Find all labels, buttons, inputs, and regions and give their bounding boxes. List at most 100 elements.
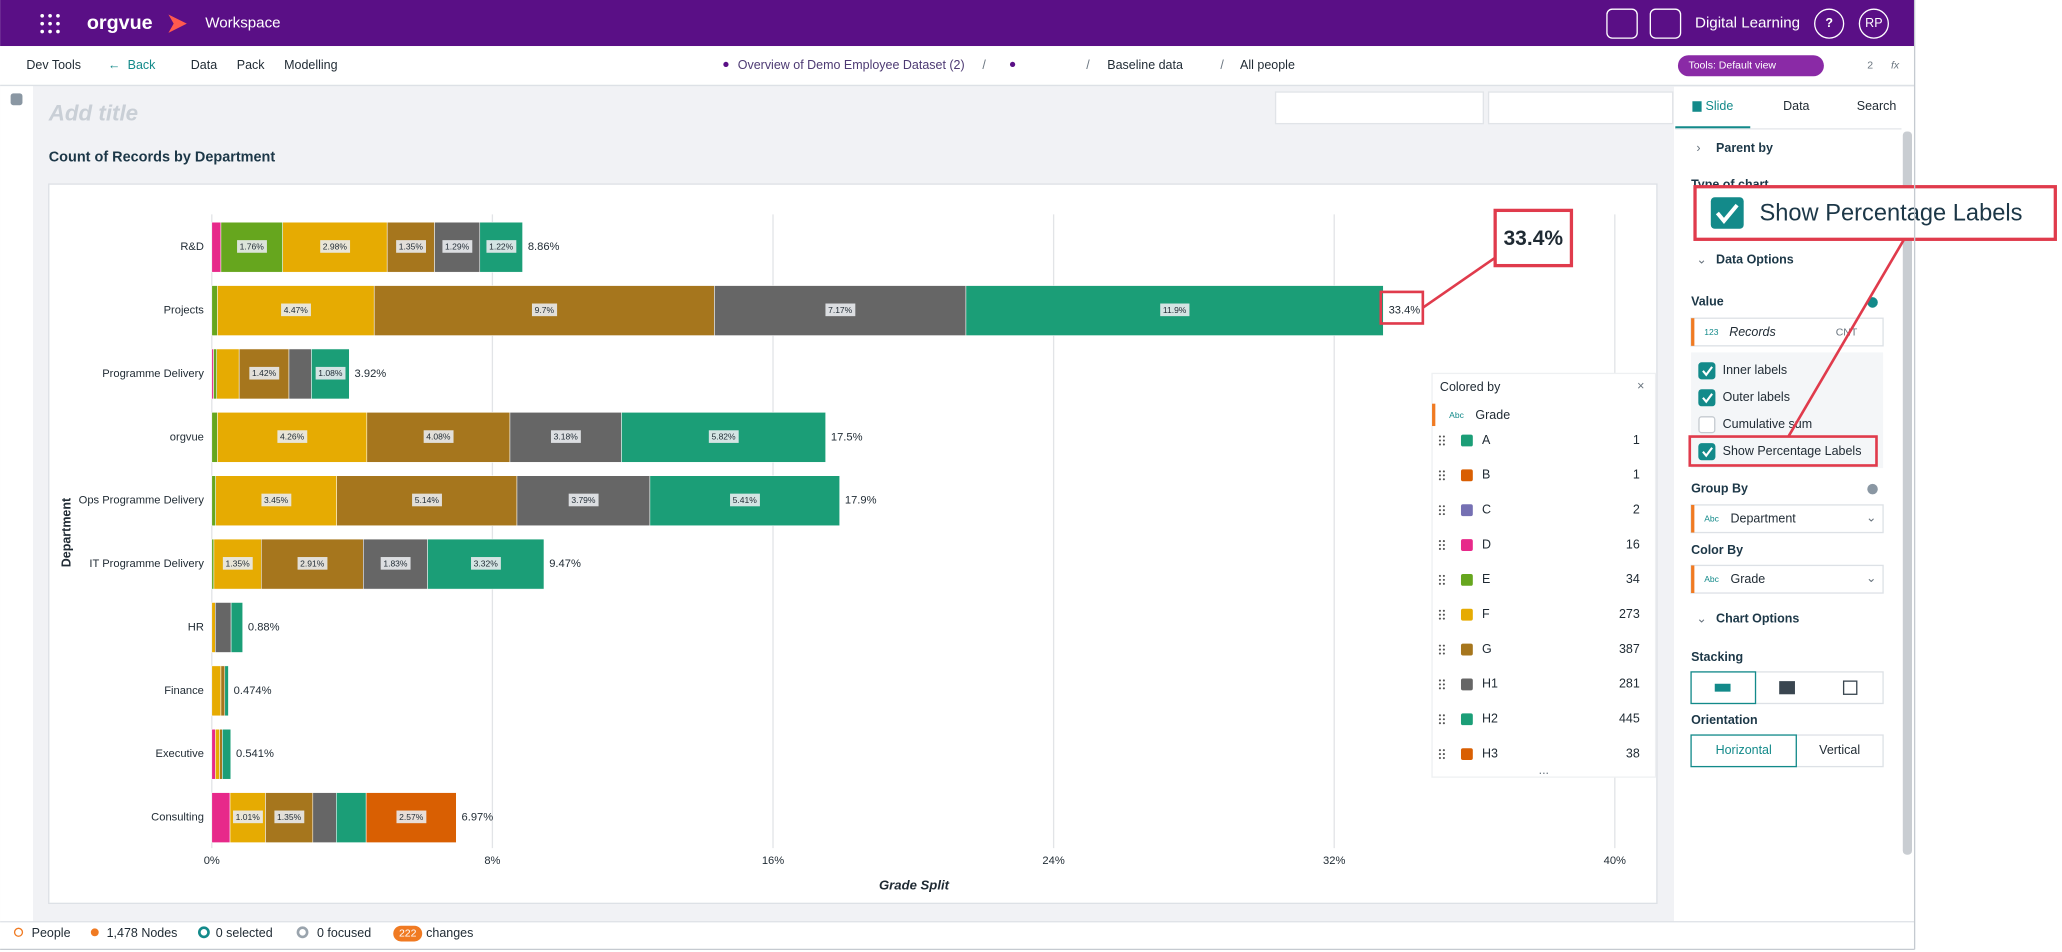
settings[interactable] <box>1867 483 1878 495</box>
add-icon[interactable] <box>10 93 23 106</box>
label-bg <box>249 366 280 380</box>
label-bg <box>568 493 599 507</box>
legend-count: 1 <box>1633 433 1640 447</box>
tab[interactable]: Search <box>1857 99 1897 113</box>
bar-segment <box>211 412 218 463</box>
inner-label: 1.42% <box>252 368 277 378</box>
drag-handle <box>1438 505 1441 508</box>
color-field[interactable] <box>1690 564 1884 594</box>
status-item[interactable]: People <box>32 926 71 940</box>
drag-handle <box>1438 439 1441 442</box>
label-bg <box>281 303 311 317</box>
label-bg <box>315 366 346 380</box>
title-placeholder[interactable]: Add title <box>48 100 138 125</box>
drag-handle <box>1438 749 1441 752</box>
inner-label: 1.08% <box>318 368 343 378</box>
orientation-button[interactable] <box>1795 734 1884 768</box>
checkbox-label: Show Percentage Labels <box>1723 444 1862 458</box>
nav-item[interactable]: Pack <box>237 58 266 72</box>
checkbox-label: Cumulative sum <box>1723 417 1813 431</box>
sync-button[interactable] <box>1649 8 1682 39</box>
apps-icon[interactable] <box>40 13 60 34</box>
bar-segment <box>211 221 222 273</box>
group-field[interactable] <box>1690 504 1884 534</box>
parent-by[interactable]: Parent by <box>1716 141 1773 155</box>
chart: 0% 8% 16% 24% 32% 40% R&D 1.76% 2.98% 1.35% 1.29% 1… <box>79 214 1626 867</box>
legend-field: Grade <box>1475 408 1510 422</box>
label-bg <box>297 557 328 570</box>
inner-label: 7.17% <box>828 305 853 315</box>
drag-handle <box>1438 613 1441 616</box>
chevron[interactable]: › <box>1696 141 1700 155</box>
tab[interactable]: Slide <box>1706 99 1734 113</box>
separator: / <box>1086 58 1090 72</box>
drag-handle <box>1438 679 1441 682</box>
callout-box <box>1493 208 1574 268</box>
help-button[interactable] <box>1814 8 1845 39</box>
drag-handle <box>1442 753 1445 756</box>
nav-item[interactable]: Data <box>191 58 217 72</box>
ai-button[interactable] <box>1606 8 1638 39</box>
chart-options[interactable]: Chart Options <box>1716 612 1799 626</box>
bar-segment <box>215 602 232 653</box>
inner-label: 2.57% <box>399 812 424 822</box>
dot <box>48 29 52 34</box>
status-item[interactable]: 0 focused <box>317 926 371 940</box>
data-options[interactable]: Data Options <box>1716 253 1794 267</box>
tab-icon <box>1692 101 1702 112</box>
label-bg <box>396 240 426 253</box>
bar-segment <box>211 665 222 717</box>
chevron[interactable]: ⌄ <box>1696 253 1706 267</box>
dataset[interactable]: Overview of Demo Employee Dataset (2) <box>738 58 965 72</box>
outer-label: 17.9% <box>845 495 877 507</box>
checkbox[interactable] <box>1698 443 1716 461</box>
bar-segment <box>336 792 367 843</box>
status-item[interactable]: 0 selected <box>216 926 273 940</box>
checkboxes: Inner labels Outer labels Cumulative sum Sh… <box>1698 362 1862 461</box>
checkbox[interactable] <box>1698 416 1716 434</box>
nav-item[interactable]: Modelling <box>284 58 337 72</box>
orientation-button[interactable] <box>1690 734 1797 768</box>
tools-button[interactable] <box>1677 55 1824 77</box>
label-bg <box>396 810 427 824</box>
baseline[interactable]: Baseline data <box>1107 58 1183 72</box>
bar-segment <box>230 602 243 653</box>
status-item[interactable]: 1,478 Nodes <box>107 926 178 940</box>
tab[interactable]: Data <box>1783 99 1809 113</box>
drag-handle <box>1438 474 1441 477</box>
user-button[interactable] <box>1858 8 1889 39</box>
changes[interactable]: changes <box>426 926 473 940</box>
stack-icon <box>1714 683 1731 692</box>
scope[interactable]: All people <box>1240 58 1295 72</box>
nav-item[interactable]: Back <box>128 58 157 72</box>
legend-swatch <box>1460 748 1473 761</box>
legend-swatch <box>1460 678 1473 691</box>
checkbox[interactable] <box>1698 389 1716 407</box>
more[interactable]: ... <box>1539 763 1549 777</box>
checkbox[interactable] <box>1698 362 1716 380</box>
field-accent <box>1432 403 1436 427</box>
scrollbar <box>1902 131 1912 855</box>
icon <box>197 926 210 939</box>
icon <box>13 927 24 937</box>
label-bg <box>237 240 267 253</box>
close[interactable]: × <box>1637 379 1644 393</box>
legend-name: D <box>1482 537 1491 551</box>
outer-label: 9.47% <box>549 558 581 570</box>
outer-label: 0.88% <box>248 621 280 633</box>
fx[interactable]: fx <box>1891 60 1900 72</box>
chevron[interactable]: ⌄ <box>1696 612 1706 626</box>
stack-icon[interactable] <box>1779 681 1795 695</box>
zoom-box <box>1693 185 2057 241</box>
stack-icon[interactable] <box>1842 680 1858 695</box>
badge: Abc <box>1704 514 1719 524</box>
x-tick-label: 24% <box>1042 855 1064 867</box>
label-bg <box>442 240 473 253</box>
nav-item[interactable]: Dev Tools <box>26 58 81 72</box>
drag-handle <box>1438 644 1441 647</box>
dot <box>40 21 45 26</box>
inner-label: 2.91% <box>300 558 325 568</box>
zoom-label: Show Percentage Labels <box>1759 201 2022 227</box>
drag-handle <box>1442 648 1445 651</box>
inner-label: 1.35% <box>277 812 302 822</box>
